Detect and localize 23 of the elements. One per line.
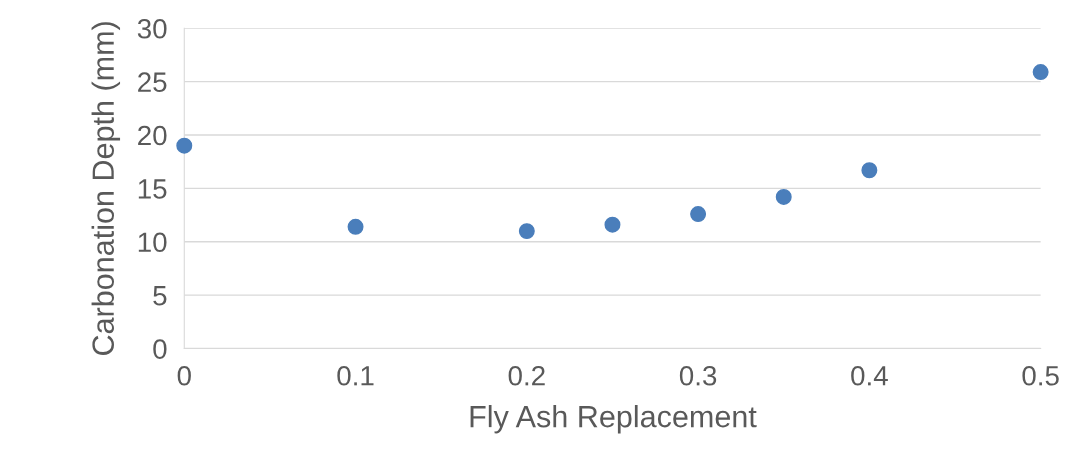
x-tick-label: 0.3 — [679, 365, 717, 386]
y-axis-title: Carbonation Depth (mm) — [91, 22, 121, 355]
point — [775, 188, 792, 205]
point — [861, 162, 878, 179]
x-tick-label: 0 — [177, 365, 191, 386]
x-tick-label: 0.2 — [508, 365, 545, 386]
x-tick-label: 0.1 — [337, 365, 374, 386]
y-tick-label: 25 — [138, 72, 167, 92]
point — [176, 137, 193, 154]
y-tick-label: 15 — [138, 179, 167, 199]
point — [690, 206, 707, 223]
point — [347, 218, 364, 235]
point — [518, 223, 535, 240]
point — [1032, 64, 1049, 81]
y-tick-label: 20 — [138, 125, 167, 146]
x-tick-label: 0.4 — [851, 365, 888, 386]
x-axis-title: Fly Ash Replacement — [470, 404, 757, 434]
y-tick-label: 5 — [153, 286, 167, 306]
x-tick-label: 0.5 — [1022, 365, 1059, 386]
point — [604, 216, 621, 233]
y-tick-label: 0 — [153, 339, 167, 359]
y-tick-label: 10 — [138, 232, 167, 253]
y-tick-label: 30 — [137, 18, 167, 39]
